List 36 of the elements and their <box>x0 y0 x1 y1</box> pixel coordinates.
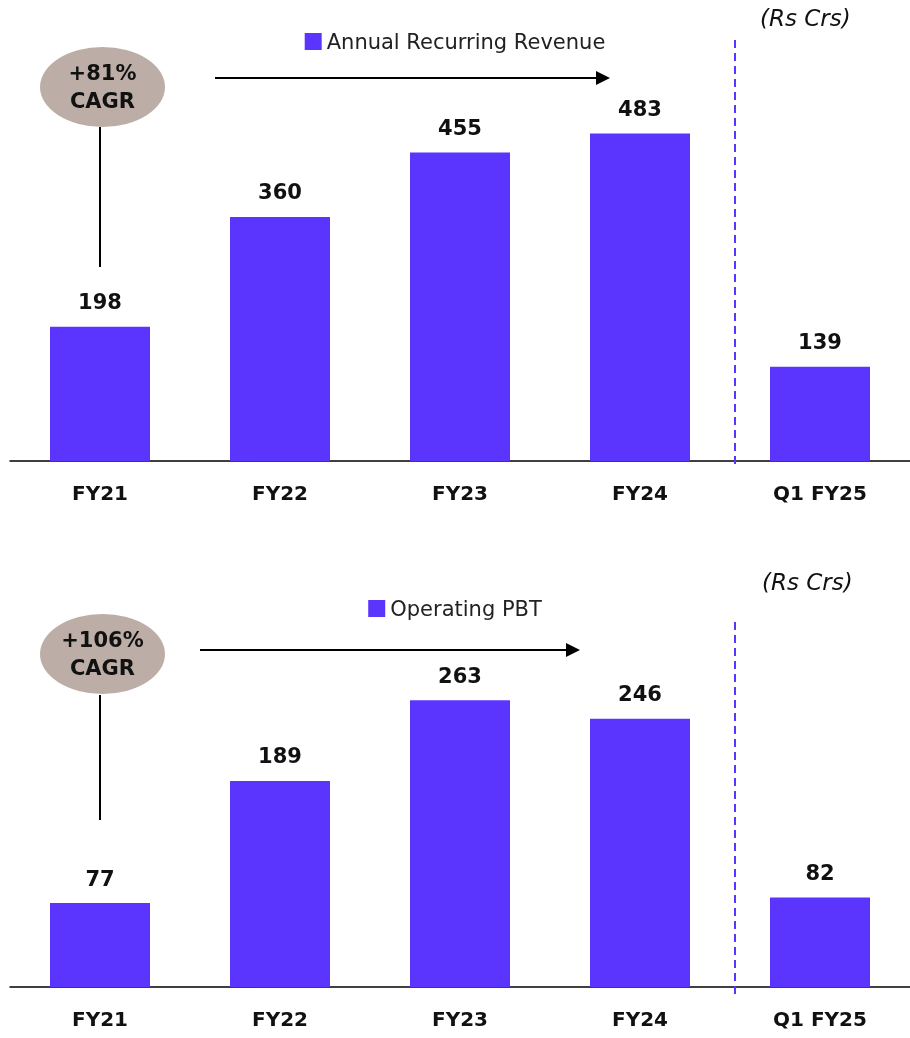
data-label: 455 <box>438 116 482 141</box>
bar <box>590 718 690 987</box>
data-label: 189 <box>258 744 302 769</box>
bar <box>770 366 870 461</box>
data-label: 139 <box>798 330 842 355</box>
data-label: 483 <box>618 97 662 122</box>
bar <box>410 700 510 987</box>
bar <box>770 897 870 987</box>
bar <box>230 216 330 461</box>
x-tick-label: FY23 <box>432 1007 488 1031</box>
data-label: 246 <box>618 682 662 707</box>
legend-label: Operating PBT <box>390 596 542 621</box>
data-label: 82 <box>805 861 835 886</box>
bar <box>590 133 690 461</box>
x-tick-label: FY24 <box>612 481 668 505</box>
text: +106% CAGR <box>60 627 145 682</box>
x-tick-label: Q1 FY25 <box>773 481 867 505</box>
text: (Rs Crs) <box>762 569 853 595</box>
x-tick-label: FY24 <box>612 1007 668 1031</box>
text: +81% CAGR <box>67 60 138 115</box>
text: (Rs Crs) <box>760 5 851 31</box>
x-tick-label: FY22 <box>252 481 308 505</box>
x-tick-label: FY21 <box>72 1007 128 1031</box>
bar <box>50 326 150 461</box>
data-label: 360 <box>258 180 302 205</box>
x-tick-label: FY23 <box>432 481 488 505</box>
bar <box>50 903 150 987</box>
data-label: 198 <box>78 290 122 315</box>
bar <box>230 780 330 987</box>
x-tick-label: FY21 <box>72 481 128 505</box>
x-tick-label: FY22 <box>252 1007 308 1031</box>
legend-label: Annual Recurring Revenue <box>326 29 606 54</box>
bar <box>410 152 510 461</box>
data-label: 263 <box>438 663 482 688</box>
x-tick-label: Q1 FY25 <box>773 1007 867 1031</box>
data-label: 77 <box>85 866 115 891</box>
